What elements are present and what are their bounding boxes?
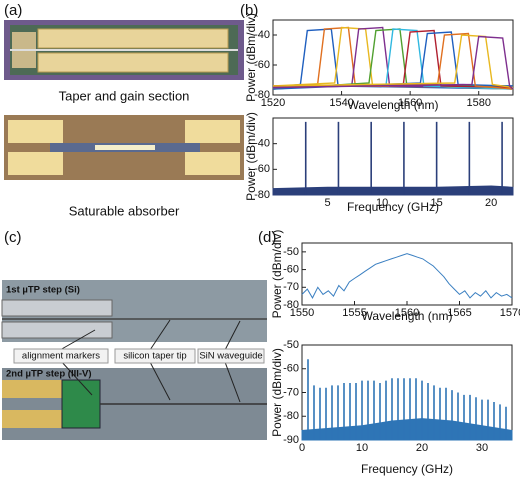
y-tick-label: -80 <box>283 299 299 311</box>
x-tick-label: 5 <box>324 197 330 209</box>
x-axis-label: Frequency (GHz) <box>361 462 453 476</box>
y-axis-label: Power (dBm/div) <box>244 13 258 102</box>
panel-label: (d) <box>258 229 276 246</box>
x-tick-label: 1565 <box>447 307 471 319</box>
y-tick-label: -40 <box>254 29 270 41</box>
annotation: 2nd µTP step (III-V) <box>6 369 92 380</box>
y-tick-label: -60 <box>254 59 270 71</box>
micrograph-transfer <box>1 280 267 440</box>
y-axis-label: Power (dBm/div) <box>270 230 284 319</box>
panel-label: (c) <box>4 229 22 246</box>
y-tick-label: -90 <box>283 434 299 446</box>
x-tick-label: 1555 <box>342 307 366 319</box>
y-tick-label: -50 <box>283 246 299 258</box>
x-tick-label: 1560 <box>395 307 419 319</box>
x-tick-label: 1560 <box>398 97 422 109</box>
x-tick-label: 1520 <box>261 97 285 109</box>
x-tick-label: 20 <box>416 442 428 454</box>
x-tick-label: 1580 <box>466 97 490 109</box>
panel-label: (b) <box>240 2 258 19</box>
y-tick-label: -50 <box>283 339 299 351</box>
spectrum-line <box>272 35 514 90</box>
y-axis-label: Power (dBm/div) <box>270 348 284 437</box>
annotation-arrows <box>59 319 241 403</box>
x-tick-label: 10 <box>356 442 368 454</box>
caption: Taper and gain section <box>59 88 190 103</box>
x-axis-label: Wavelength (nm) <box>362 309 453 323</box>
x-axis-label: Frequency (GHz) <box>347 200 439 214</box>
annotation: SiN waveguide <box>199 351 262 362</box>
micrograph-gain <box>4 20 244 80</box>
micrograph-absorber <box>4 115 244 180</box>
y-tick-label: -70 <box>283 386 299 398</box>
noise-floor <box>272 185 514 196</box>
spectrum-line <box>301 253 513 299</box>
x-tick-label: 1540 <box>329 97 353 109</box>
x-tick-label: 0 <box>299 442 305 454</box>
x-tick-label: 15 <box>431 197 443 209</box>
y-tick-label: -80 <box>254 189 270 201</box>
spectrum-line <box>272 34 514 89</box>
x-tick-label: 30 <box>476 442 488 454</box>
y-tick-label: -60 <box>283 263 299 275</box>
caption: Saturable absorber <box>69 203 180 218</box>
x-tick-label: 20 <box>485 197 497 209</box>
y-tick-label: -60 <box>254 163 270 175</box>
x-tick-label: 1570 <box>500 307 520 319</box>
x-tick-label: 1550 <box>290 307 314 319</box>
x-tick-label: 10 <box>376 197 388 209</box>
y-tick-label: -70 <box>283 281 299 293</box>
annotation: alignment markers <box>22 351 100 362</box>
x-axis-label: Wavelength (nm) <box>348 98 439 112</box>
annotation: 1st µTP step (Si) <box>6 285 80 296</box>
y-axis-label: Power (dBm/div) <box>244 112 258 201</box>
y-tick-label: -80 <box>254 89 270 101</box>
y-tick-label: -40 <box>254 138 270 150</box>
y-tick-label: -80 <box>283 410 299 422</box>
y-tick-label: -60 <box>283 363 299 375</box>
plot-frame <box>272 117 514 196</box>
panel-label: (a) <box>4 2 22 19</box>
annotation: silicon taper tip <box>123 351 186 362</box>
